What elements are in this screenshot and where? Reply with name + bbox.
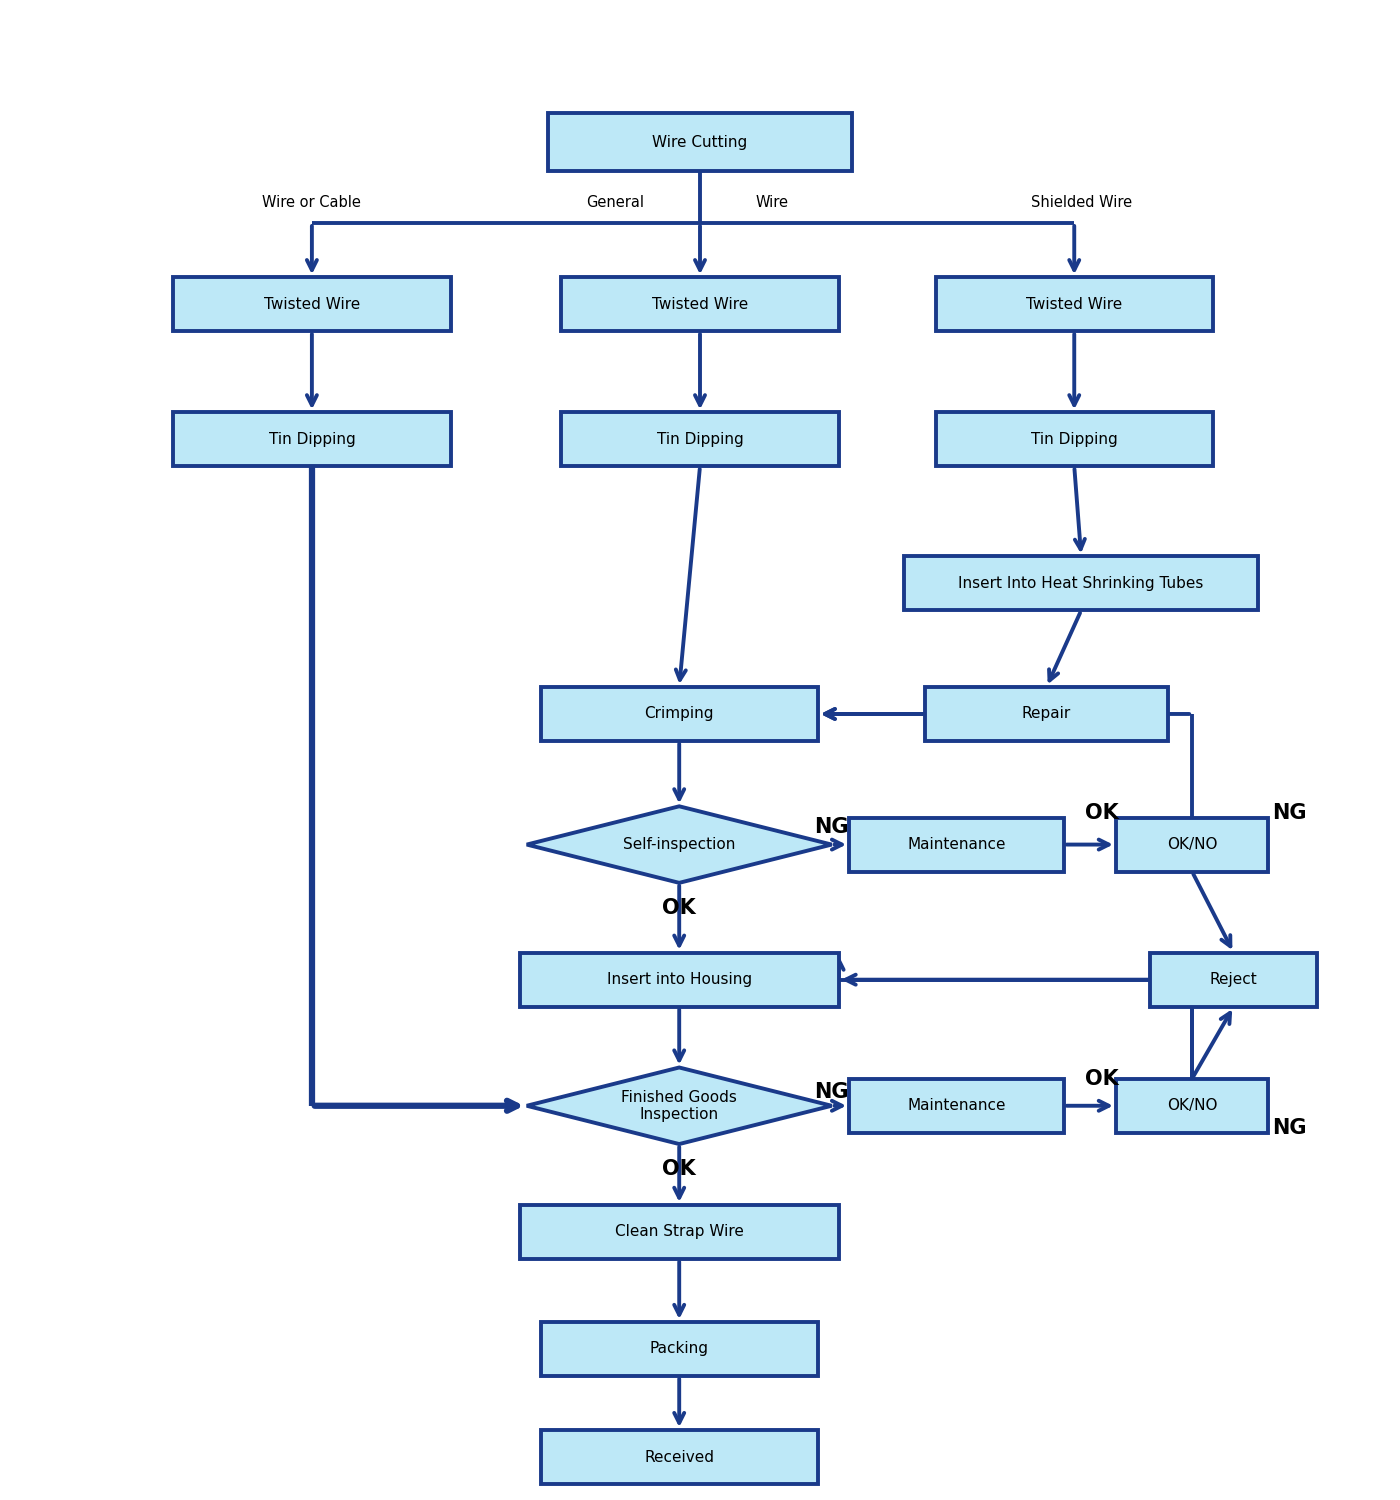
Text: NG: NG [815,816,848,837]
Text: Clean Strap Wire: Clean Strap Wire [615,1224,743,1239]
FancyBboxPatch shape [925,687,1168,741]
FancyBboxPatch shape [561,278,839,332]
Text: NG: NG [1271,802,1306,824]
Text: Insert into Housing: Insert into Housing [606,972,752,987]
Text: Repair: Repair [1022,706,1071,722]
Text: Twisted Wire: Twisted Wire [652,297,748,312]
Text: OK: OK [1085,802,1119,824]
FancyBboxPatch shape [174,278,451,332]
Text: Wire: Wire [756,195,788,210]
FancyBboxPatch shape [1151,952,1317,1006]
Polygon shape [526,807,832,883]
FancyBboxPatch shape [1116,818,1268,872]
FancyBboxPatch shape [561,413,839,466]
FancyBboxPatch shape [935,413,1212,466]
Text: Insert Into Heat Shrinking Tubes: Insert Into Heat Shrinking Tubes [959,576,1204,591]
FancyBboxPatch shape [1116,1078,1268,1132]
Text: OK: OK [662,897,696,918]
FancyBboxPatch shape [547,112,853,171]
Text: Tin Dipping: Tin Dipping [1030,432,1117,447]
Text: Wire or Cable: Wire or Cable [262,195,361,210]
Text: General: General [587,195,644,210]
Text: Tin Dipping: Tin Dipping [657,432,743,447]
Polygon shape [526,1068,832,1144]
FancyBboxPatch shape [935,278,1212,332]
Text: Maintenance: Maintenance [907,1098,1005,1113]
Text: Packing: Packing [650,1341,708,1356]
Text: NG: NG [1271,1119,1306,1138]
FancyBboxPatch shape [540,687,818,741]
Text: OK/NO: OK/NO [1166,837,1218,852]
Text: Twisted Wire: Twisted Wire [263,297,360,312]
Text: Wire Cutting: Wire Cutting [652,135,748,150]
Text: Maintenance: Maintenance [907,837,1005,852]
FancyBboxPatch shape [848,1078,1064,1132]
Text: NG: NG [815,1083,848,1102]
FancyBboxPatch shape [519,1204,839,1258]
Text: Tin Dipping: Tin Dipping [269,432,356,447]
Text: OK: OK [662,1160,696,1179]
Text: Crimping: Crimping [644,706,714,722]
FancyBboxPatch shape [519,952,839,1006]
Text: OK: OK [1085,1068,1119,1089]
Text: Finished Goods
Inspection: Finished Goods Inspection [622,1089,738,1122]
Text: OK/NO: OK/NO [1166,1098,1218,1113]
FancyBboxPatch shape [848,818,1064,872]
FancyBboxPatch shape [540,1322,818,1376]
Text: Shielded Wire: Shielded Wire [1030,195,1131,210]
Text: Self-inspection: Self-inspection [623,837,735,852]
Text: Received: Received [644,1449,714,1464]
FancyBboxPatch shape [540,1430,818,1484]
Text: Twisted Wire: Twisted Wire [1026,297,1123,312]
Text: Reject: Reject [1210,972,1257,987]
FancyBboxPatch shape [174,413,451,466]
FancyBboxPatch shape [904,556,1259,610]
